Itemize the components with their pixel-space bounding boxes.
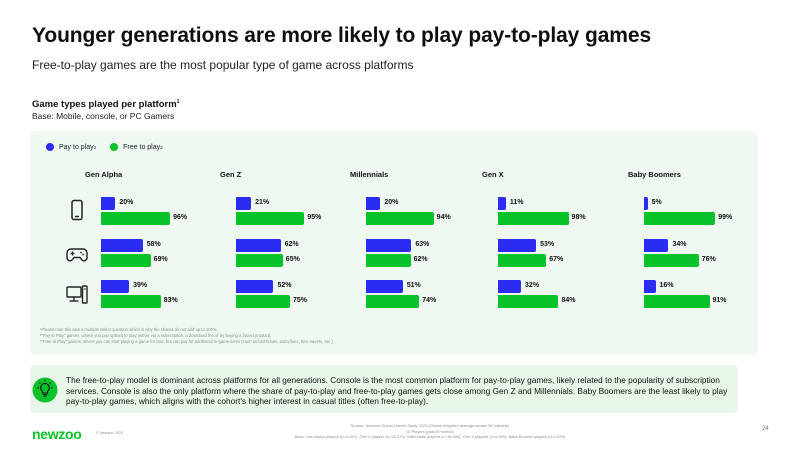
source-line-1: Source: Newzoo Global Gamer Study 2023 (… xyxy=(350,423,510,428)
chart-legend: Pay to play 2 Free to play 3 xyxy=(46,143,177,151)
label-free-gen-x-console: 67% xyxy=(549,256,564,263)
bar-pay-baby-boomers-mobile xyxy=(644,197,648,210)
label-free-millennials-pc: 74% xyxy=(422,297,437,304)
legend-label-pay: Pay to play xyxy=(59,143,94,151)
label-pay-baby-boomers-pc: 16% xyxy=(659,282,674,289)
lightbulb-icon xyxy=(32,377,58,403)
label-free-baby-boomers-pc: 91% xyxy=(712,297,727,304)
label-pay-millennials-mobile: 20% xyxy=(384,199,399,206)
group-label-gen-alpha: Gen Alpha xyxy=(85,170,123,179)
label-pay-millennials-console: 63% xyxy=(415,241,430,248)
bar-free-baby-boomers-pc xyxy=(644,295,710,308)
desktop-pc-icon xyxy=(66,285,88,304)
label-pay-millennials-pc: 51% xyxy=(406,282,421,289)
slide-title: Younger generations are more likely to p… xyxy=(32,24,652,47)
newzoo-logo: newzoo xyxy=(32,426,82,442)
chart-title: Game types played per platform1 xyxy=(32,99,179,110)
label-pay-gen-z-pc: 52% xyxy=(277,282,292,289)
bar-free-millennials-pc xyxy=(366,295,420,308)
bar-pay-millennials-console xyxy=(366,239,412,252)
bar-pay-gen-z-console xyxy=(236,239,281,252)
label-free-gen-alpha-mobile: 96% xyxy=(173,214,188,221)
label-pay-gen-x-mobile: 11% xyxy=(509,199,524,206)
group-label-millennials: Millennials xyxy=(350,170,389,179)
legend-swatch-pay xyxy=(46,143,54,151)
label-pay-gen-x-console: 53% xyxy=(540,241,555,248)
bar-free-millennials-console xyxy=(366,254,411,267)
footnote-3: ³"Free to Play" games, where you can sta… xyxy=(40,339,333,345)
label-pay-gen-alpha-console: 58% xyxy=(146,241,161,248)
legend-label-free: Free to play xyxy=(123,143,161,151)
bar-pay-millennials-mobile xyxy=(366,197,381,210)
gamepad-icon xyxy=(66,248,88,262)
page-number: 24 xyxy=(762,426,769,432)
bar-pay-gen-x-console xyxy=(498,239,537,252)
bar-free-gen-alpha-mobile xyxy=(101,212,171,225)
bar-pay-millennials-pc xyxy=(366,280,403,293)
label-free-baby-boomers-console: 76% xyxy=(701,256,716,263)
group-label-gen-x: Gen X xyxy=(482,170,504,179)
bar-free-millennials-mobile xyxy=(366,212,434,225)
source-line-3: Base: Gen Alpha players (n=4,957), Gen Z… xyxy=(294,434,566,440)
mobile-phone-icon xyxy=(71,199,83,221)
label-free-gen-z-pc: 75% xyxy=(293,297,308,304)
label-pay-baby-boomers-console: 34% xyxy=(672,241,687,248)
bar-free-baby-boomers-mobile xyxy=(644,212,716,225)
footnote-1: ¹Please note this was a multiple select … xyxy=(40,327,217,332)
copyright: © Newzoo 2023 xyxy=(96,431,124,435)
legend-note-free: 3 xyxy=(160,144,163,150)
bar-pay-gen-alpha-pc xyxy=(101,280,130,293)
bar-pay-baby-boomers-console xyxy=(644,239,669,252)
group-label-gen-z: Gen Z xyxy=(220,170,242,179)
label-free-gen-alpha-pc: 83% xyxy=(163,297,178,304)
label-free-gen-z-console: 65% xyxy=(285,256,300,263)
label-pay-baby-boomers-mobile: 5% xyxy=(651,199,662,206)
bar-free-gen-x-mobile xyxy=(498,212,569,225)
slide-subtitle: Free-to-play games are the most popular … xyxy=(32,58,414,72)
label-free-gen-alpha-console: 69% xyxy=(153,256,168,263)
group-label-baby-boomers: Baby Boomers xyxy=(628,170,681,179)
bar-free-gen-alpha-pc xyxy=(101,295,161,308)
legend-note-pay: 2 xyxy=(93,144,97,150)
insight-box xyxy=(30,365,738,413)
bar-free-gen-z-pc xyxy=(236,295,290,308)
chart-title-note: 1 xyxy=(176,99,180,105)
label-pay-gen-alpha-mobile: 20% xyxy=(119,199,134,206)
label-free-baby-boomers-mobile: 99% xyxy=(718,214,733,221)
bar-free-gen-x-pc xyxy=(498,295,559,308)
label-pay-gen-x-pc: 32% xyxy=(525,282,540,289)
bar-pay-gen-z-mobile xyxy=(236,197,252,210)
label-free-millennials-mobile: 94% xyxy=(436,214,451,221)
insight-text: The free-to-play model is dominant acros… xyxy=(66,375,728,406)
footnotes: ¹Please note this was a multiple select … xyxy=(40,327,333,346)
bar-free-gen-z-console xyxy=(236,254,283,267)
legend-item-free: Free to play 3 xyxy=(110,143,163,151)
source-notes: Source: Newzoo Global Gamer Study 2023 (… xyxy=(250,423,610,440)
label-pay-gen-z-console: 62% xyxy=(284,241,299,248)
label-pay-gen-z-mobile: 21% xyxy=(255,199,270,206)
bar-free-baby-boomers-console xyxy=(644,254,699,267)
footnote-2: ²"Pay to Play" games, where you pay upfr… xyxy=(40,333,272,339)
bar-free-gen-x-console xyxy=(498,254,547,267)
source-line-2: Q: Players (past 6 months) xyxy=(406,428,454,434)
bar-free-gen-alpha-console xyxy=(101,254,151,267)
bar-pay-gen-alpha-console xyxy=(101,239,143,252)
chart-title-text: Game types played per platform xyxy=(32,99,177,111)
label-free-gen-x-pc: 84% xyxy=(561,297,576,304)
bar-pay-baby-boomers-pc xyxy=(644,280,656,293)
bar-pay-gen-x-mobile xyxy=(498,197,506,210)
label-pay-gen-alpha-pc: 39% xyxy=(133,282,148,289)
legend-item-pay: Pay to play 2 xyxy=(46,143,96,151)
label-free-gen-z-mobile: 95% xyxy=(307,214,322,221)
label-free-millennials-console: 62% xyxy=(413,256,428,263)
legend-swatch-free xyxy=(110,143,119,151)
bar-free-gen-z-mobile xyxy=(236,212,305,225)
chart-base: Base: Mobile, console, or PC Gamers xyxy=(32,111,175,121)
bar-pay-gen-z-pc xyxy=(236,280,274,293)
label-free-gen-x-mobile: 98% xyxy=(571,214,586,221)
bar-pay-gen-alpha-mobile xyxy=(101,197,116,210)
bar-pay-gen-x-pc xyxy=(498,280,522,293)
